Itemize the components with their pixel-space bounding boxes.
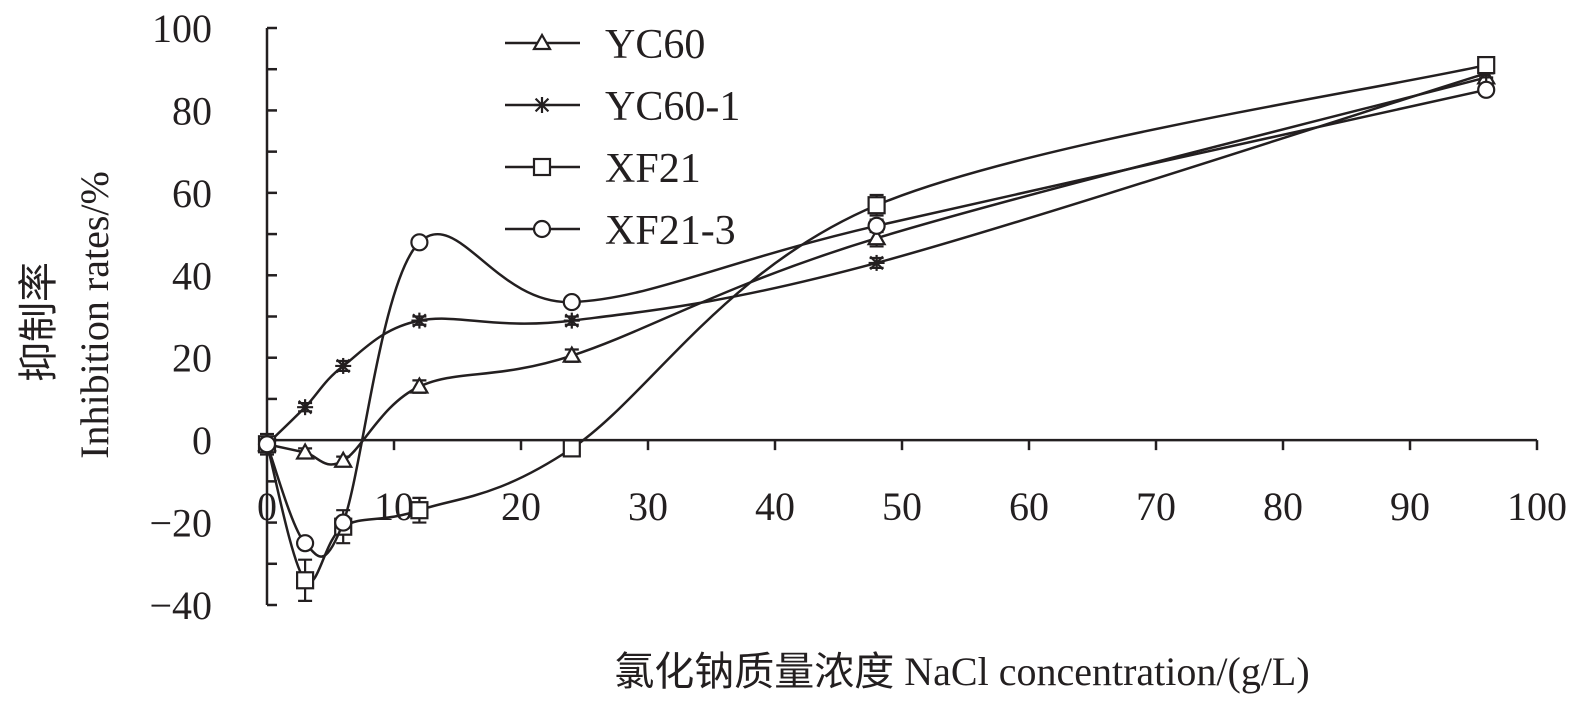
data-point-xf21-3 [257,435,277,454]
data-point-xf21-3 [410,233,429,252]
data-point-yc60 [409,376,430,394]
x-tick-label: 50 [882,484,922,529]
series-line-yc60 [266,76,1487,466]
data-point-xf21 [1477,55,1496,75]
y-tick-label: −20 [149,501,212,546]
data-point-yc60-1 [335,357,352,374]
data-point-xf21 [867,196,886,215]
legend-marker-xf21-3 [532,219,552,239]
data-point-yc60-1 [297,399,314,416]
series-line-xf21-3 [265,88,1487,558]
x-tick-label: 30 [628,484,668,529]
legend-item-xf21-3: XF21-3 [505,208,736,254]
x-tick-label: 60 [1009,484,1049,529]
x-ticks: 0 10 20 30 40 50 60 70 80 90 100 [257,440,1567,529]
data-point-xf21-3 [1477,80,1496,99]
legend-label-xf21-3: XF21-3 [605,208,736,254]
legend-marker-yc60 [532,32,552,51]
legend-marker-xf21 [532,157,552,177]
x-tick-label: 20 [501,484,541,529]
legend-label-yc60: YC60 [605,22,705,68]
y-tick-label: 20 [172,336,212,381]
data-point-xf21-3 [867,216,886,235]
x-tick-label: 80 [1263,484,1303,529]
legend-item-yc60: YC60 [505,22,705,68]
x-tick-label: 90 [1390,484,1430,529]
data-point-yc60-1 [563,312,580,329]
y-tick-label: −40 [149,583,212,628]
series-line-xf21 [265,63,1487,584]
series-xf21 [257,55,1496,602]
x-tick-label: 0 [257,484,277,529]
data-point-xf21 [296,571,315,590]
y-tick-label: 80 [172,88,212,133]
series-xf21-3 [257,80,1496,558]
data-point-yc60-1 [868,254,885,271]
x-axis-title: 氯化钠质量浓度 NaCl concentration/(g/L) [614,649,1309,694]
data-point-yc60 [561,345,582,363]
data-point-xf21 [410,501,429,520]
data-point-xf21 [562,439,581,458]
data-point-yc60 [866,227,887,246]
y-tick-label: 0 [192,418,212,463]
data-point-yc60-1 [411,312,428,329]
legend-item-yc60-1: YC60-1 [505,84,740,130]
legend-item-xf21: XF21 [505,146,701,192]
y-tick-label: 60 [172,171,212,216]
y-ticks: −40 −20 0 20 40 60 80 100 [149,6,277,628]
legend: YC60 YC60-1 XF21 XF21-3 [505,22,740,254]
legend-label-xf21: XF21 [605,146,701,192]
x-tick-label: 40 [755,484,795,529]
legend-marker-yc60-1 [534,97,550,113]
data-point-xf21-3 [296,534,315,553]
x-tick-label: 10 [374,484,414,529]
y-axis-title-cn: 抑制率 [16,262,61,382]
x-tick-label: 100 [1507,484,1567,529]
data-point-yc60 [295,442,315,460]
y-tick-label: 40 [172,253,212,298]
x-tick-label: 70 [1136,484,1176,529]
data-point-yc60 [333,450,354,468]
data-point-xf21-3 [334,513,353,532]
legend-label-yc60-1: YC60-1 [605,84,740,130]
y-tick-label: 100 [152,6,212,51]
data-point-xf21-3 [562,292,581,312]
y-axis-title-en: Inhibition rates/% [72,171,117,459]
series-layer [257,55,1497,602]
